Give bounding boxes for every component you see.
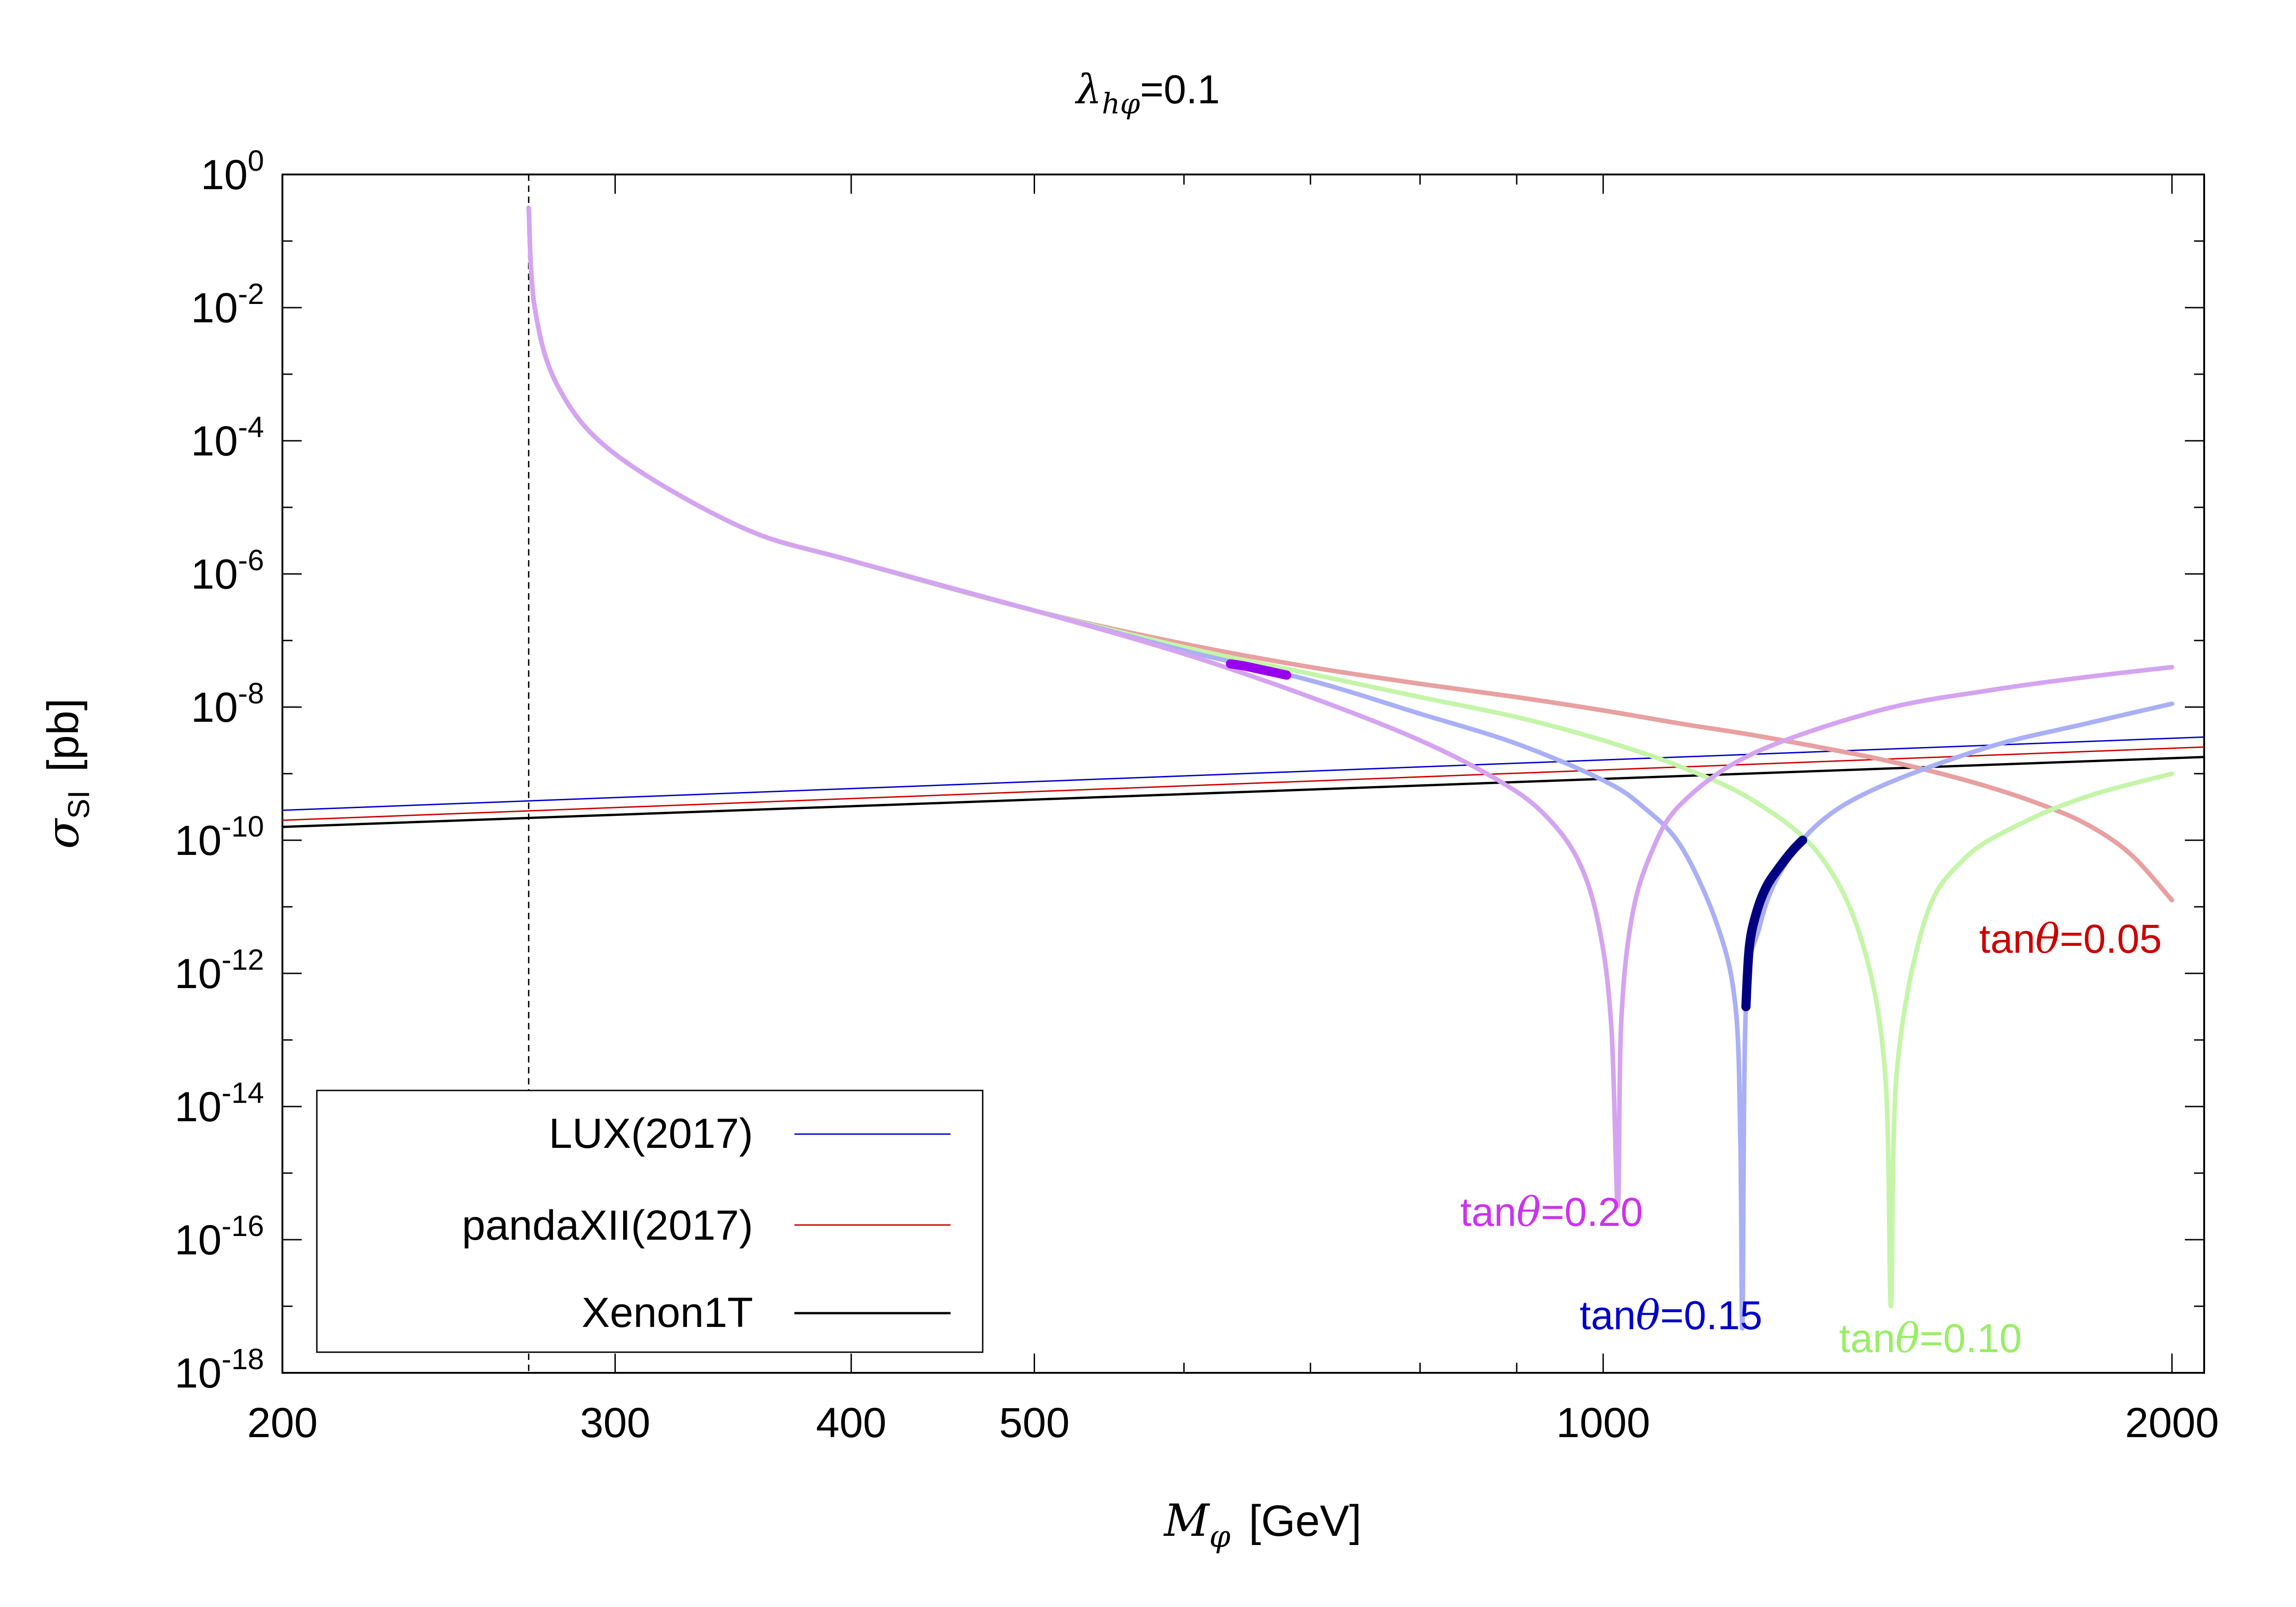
- legend-label-xenon: Xenon1T: [582, 1289, 753, 1336]
- highlight-segments: [1226, 659, 1807, 1011]
- axis-ticks: [281, 174, 2204, 1374]
- curve-label-tan015: tanθ=0.15: [1580, 1292, 1762, 1339]
- y-tick-label: 100: [201, 144, 264, 198]
- legend-label-lux: LUX(2017): [549, 1110, 753, 1157]
- y-tick-label: 10-6: [191, 544, 264, 598]
- y-tick-label: 10-10: [174, 810, 264, 864]
- y-tick-label: 10-16: [174, 1209, 264, 1264]
- y-tick-label: 10-12: [174, 943, 264, 997]
- limit-line: [282, 736, 2205, 811]
- x-tick-label: 500: [999, 1399, 1070, 1446]
- x-tick-label: 2000: [2125, 1399, 2219, 1446]
- y-tick-label: 10-4: [191, 410, 264, 465]
- y-tick-label: 10-18: [174, 1343, 264, 1397]
- legend: LUX(2017) pandaXII(2017) Xenon1T: [316, 1090, 984, 1353]
- curve-label-tan010: tanθ=0.10: [1839, 1315, 2022, 1362]
- limit-line: [282, 756, 2205, 828]
- model-curve: [526, 205, 2174, 1209]
- x-tick-label: 400: [816, 1399, 887, 1446]
- y-tick-label: 10-2: [191, 277, 264, 332]
- x-tick-labels: 200 300 400 500 1000 2000: [247, 1399, 2219, 1446]
- x-tick-label: 300: [580, 1399, 651, 1446]
- experimental-limit-lines: [282, 736, 2205, 828]
- curve-label-tan020: tanθ=0.20: [1460, 1188, 1643, 1236]
- legend-label-pandax: pandaXII(2017): [462, 1202, 753, 1249]
- x-axis-title: Mφ [GeV]: [1163, 1495, 1362, 1554]
- curve-label-tan005: tanθ=0.05: [1979, 915, 2162, 962]
- y-tick-labels: 100 10-2 10-4 10-6 10-8 10-10 10-12 10-14 10-16 1…: [174, 144, 264, 1397]
- y-axis-title: σSI[pb]: [37, 698, 96, 849]
- y-tick-label: 10-14: [174, 1076, 264, 1130]
- model-curve: [526, 205, 2174, 903]
- highlight-segment: [1226, 659, 1291, 680]
- y-tick-label: 10-8: [191, 677, 264, 731]
- x-tick-label: 1000: [1556, 1399, 1650, 1446]
- chart-title: λhφ=0.1: [1075, 66, 1220, 120]
- x-tick-label: 200: [247, 1399, 318, 1446]
- highlight-segment: [1741, 836, 1807, 1011]
- limit-line: [282, 746, 2205, 821]
